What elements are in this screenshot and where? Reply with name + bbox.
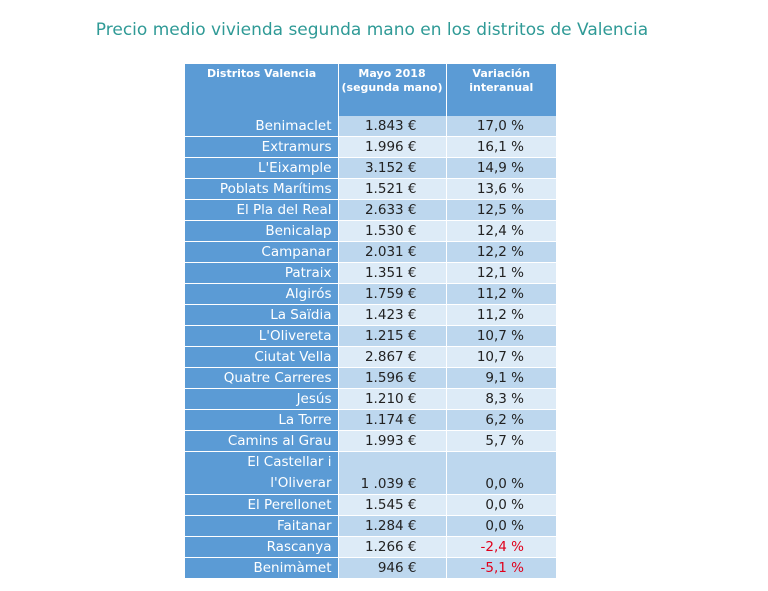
district-cell: L'Olivereta — [185, 325, 339, 347]
table-row: Ciutat Vella 2.867 €10,7 % — [185, 346, 556, 368]
district-cell: L'Eixample — [185, 157, 339, 179]
variation-cell: 12,2 % — [446, 241, 556, 263]
price-cell: 2.867 € — [338, 346, 447, 368]
variation-cell: 12,1 % — [446, 262, 556, 284]
district-cell: Patraix — [185, 262, 339, 284]
price-cell: 1.996 € — [338, 136, 447, 158]
column-header-district: Distritos Valencia — [185, 64, 339, 116]
variation-cell: 0,0 % — [446, 515, 556, 537]
district-cell: La Torre — [185, 409, 339, 431]
price-cell: 1.210 € — [338, 388, 447, 410]
district-cell: Campanar — [185, 241, 339, 263]
district-cell: Benimaclet — [185, 116, 339, 137]
table-row: Algirós 1.759 €11,2 % — [185, 283, 556, 305]
variation-cell: 11,2 % — [446, 304, 556, 326]
district-cell: Rascanya — [185, 536, 339, 558]
table-row: Benimàmet 946 € -5,1 % — [185, 557, 556, 579]
table-row: Jesús 1.210 €8,3 % — [185, 388, 556, 410]
variation-cell: 5,7 % — [446, 430, 556, 452]
price-cell: 1 .039 € — [338, 451, 447, 495]
variation-cell: 6,2 % — [446, 409, 556, 431]
table-row: L'Olivereta 1.215 €10,7 % — [185, 325, 556, 347]
table-row: Benicalap 1.530 €12,4 % — [185, 220, 556, 242]
variation-cell: 16,1 % — [446, 136, 556, 158]
page-title: Precio medio vivienda segunda mano en lo… — [95, 20, 649, 40]
variation-cell: 0,0 % — [446, 494, 556, 516]
price-cell: 1.266 € — [338, 536, 447, 558]
variation-cell: -2,4 % — [446, 536, 556, 558]
variation-cell: 11,2 % — [446, 283, 556, 305]
price-cell: 1.530 € — [338, 220, 447, 242]
variation-cell: 12,5 % — [446, 199, 556, 221]
district-cell: Ciutat Vella — [185, 346, 339, 368]
variation-cell: 0,0 % — [446, 451, 556, 495]
district-cell: Jesús — [185, 388, 339, 410]
table-body: Benimaclet 1.843 €17,0 % Extramurs 1.996 €1… — [185, 116, 556, 579]
table-row: Extramurs 1.996 €16,1 % — [185, 136, 556, 158]
variation-cell: 10,7 % — [446, 346, 556, 368]
district-cell: El Pla del Real — [185, 199, 339, 221]
variation-cell: 9,1 % — [446, 367, 556, 389]
table-row: Faitanar 1.284 €0,0 % — [185, 515, 556, 537]
column-header-price: Mayo 2018 (segunda mano) — [338, 64, 447, 116]
price-cell: 1.351 € — [338, 262, 447, 284]
price-cell: 2.031 € — [338, 241, 447, 263]
price-cell: 1.284 € — [338, 515, 447, 537]
table-row: Patraix 1.351 €12,1 % — [185, 262, 556, 284]
table-row: Quatre Carreres 1.596 €9,1 % — [185, 367, 556, 389]
table-header-row: Distritos Valencia Mayo 2018 (segunda ma… — [185, 64, 556, 116]
table-row: El Perellonet 1.545 €0,0 % — [185, 494, 556, 516]
table-row: Campanar 2.031 €12,2 % — [185, 241, 556, 263]
price-cell: 1.843 € — [338, 116, 447, 137]
table-row: El Castellar i l'Oliverar 1 .039 €0,0 % — [185, 451, 556, 495]
table-row: Rascanya 1.266 € -2,4 % — [185, 536, 556, 558]
district-cell: Algirós — [185, 283, 339, 305]
price-cell: 1.174 € — [338, 409, 447, 431]
table-row: La Saïdia 1.423 €11,2 % — [185, 304, 556, 326]
district-cell: Camins al Grau — [185, 430, 339, 452]
price-cell: 1.545 € — [338, 494, 447, 516]
price-cell: 946 € — [338, 557, 447, 579]
district-cell: El Castellar i l'Oliverar — [185, 451, 339, 495]
variation-cell: 12,4 % — [446, 220, 556, 242]
price-cell: 2.633 € — [338, 199, 447, 221]
district-cell: Extramurs — [185, 136, 339, 158]
district-cell: Faitanar — [185, 515, 339, 537]
district-cell: Benimàmet — [185, 557, 339, 579]
district-cell: Benicalap — [185, 220, 339, 242]
districts-table: Distritos Valencia Mayo 2018 (segunda ma… — [185, 64, 556, 579]
price-cell: 1.993 € — [338, 430, 447, 452]
price-cell: 3.152 € — [338, 157, 447, 179]
district-cell: Poblats Marítims — [185, 178, 339, 200]
price-cell: 1.423 € — [338, 304, 447, 326]
table-row: Benimaclet 1.843 €17,0 % — [185, 116, 556, 137]
variation-cell: -5,1 % — [446, 557, 556, 579]
table-row: L'Eixample 3.152 €14,9 % — [185, 157, 556, 179]
district-cell: El Perellonet — [185, 494, 339, 516]
price-cell: 1.596 € — [338, 367, 447, 389]
column-header-variation: Variación interanual — [446, 64, 556, 116]
variation-cell: 14,9 % — [446, 157, 556, 179]
variation-cell: 10,7 % — [446, 325, 556, 347]
variation-cell: 8,3 % — [446, 388, 556, 410]
table-row: La Torre 1.174 €6,2 % — [185, 409, 556, 431]
district-cell: Quatre Carreres — [185, 367, 339, 389]
variation-cell: 13,6 % — [446, 178, 556, 200]
price-cell: 1.215 € — [338, 325, 447, 347]
variation-cell: 17,0 % — [446, 116, 556, 137]
table-row: El Pla del Real 2.633 €12,5 % — [185, 199, 556, 221]
price-cell: 1.759 € — [338, 283, 447, 305]
table-row: Poblats Marítims 1.521 €13,6 % — [185, 178, 556, 200]
price-cell: 1.521 € — [338, 178, 447, 200]
table-row: Camins al Grau 1.993 €5,7 % — [185, 430, 556, 452]
district-cell: La Saïdia — [185, 304, 339, 326]
